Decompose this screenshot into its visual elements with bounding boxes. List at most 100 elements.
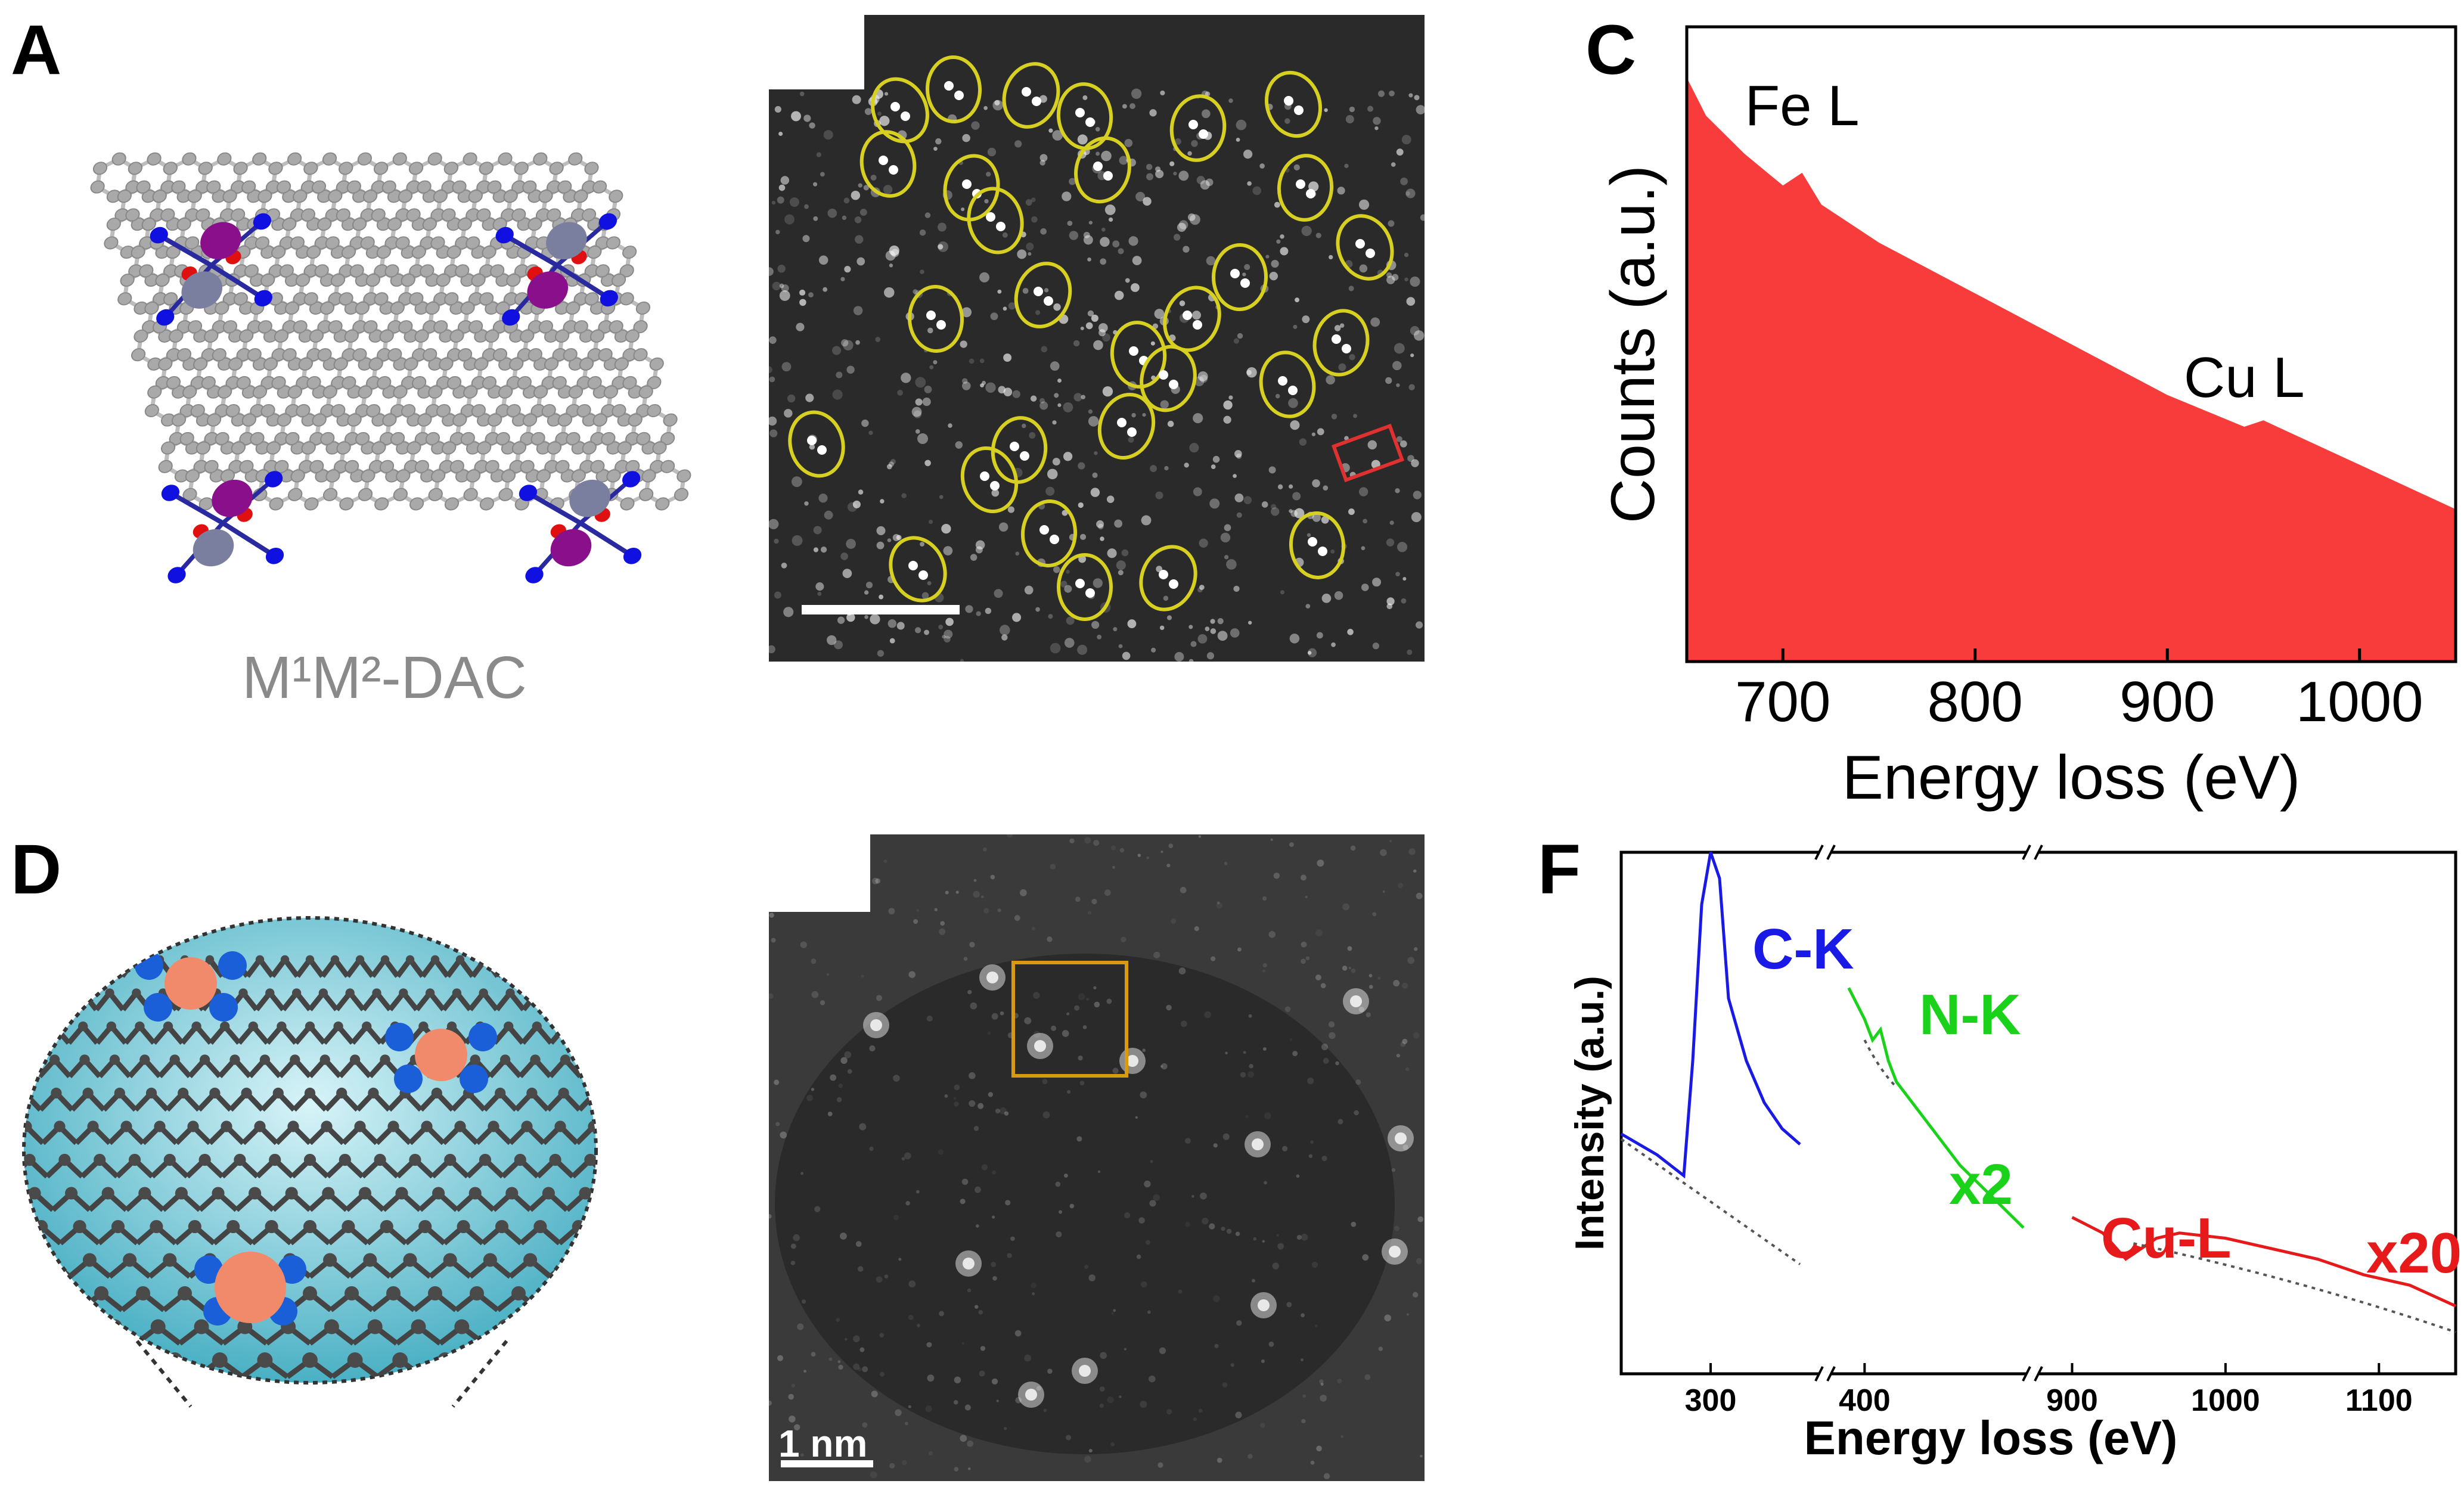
bright-spot <box>1386 272 1392 278</box>
nitrogen-atom <box>468 1023 497 1051</box>
noise-speck <box>1062 1030 1069 1037</box>
bright-spot <box>856 257 865 266</box>
carbon-atom <box>306 955 314 964</box>
noise-speck <box>1384 1315 1391 1322</box>
bright-spot <box>1211 464 1216 469</box>
noise-speck <box>1342 966 1348 971</box>
bright-spot <box>1122 104 1127 108</box>
bright-spot <box>814 526 822 535</box>
bright-spot <box>1224 555 1228 559</box>
noise-speck <box>1236 1320 1242 1326</box>
carbon-atom <box>321 1120 332 1132</box>
atom-dot <box>1075 579 1085 588</box>
noise-speck <box>1032 927 1035 930</box>
atom-dot <box>1188 120 1198 129</box>
cc-bond <box>558 1360 581 1377</box>
bright-spot <box>1151 342 1155 346</box>
noise-speck <box>1269 1342 1274 1347</box>
carbon-atom <box>392 1352 408 1368</box>
bright-spot <box>1112 240 1119 247</box>
carbon-atom <box>527 1352 543 1368</box>
x-axis-label: Energy loss (eV) <box>1804 1411 2178 1464</box>
carbon-atom <box>559 1386 575 1402</box>
bright-spot <box>1040 160 1045 165</box>
bright-spot <box>1167 615 1172 620</box>
cc-bond <box>12 1260 30 1277</box>
single-atom <box>1034 1040 1046 1052</box>
noise-speck <box>975 1305 978 1308</box>
bright-spot <box>1081 327 1084 330</box>
cc-bond <box>595 1093 612 1110</box>
x-tick-label: 900 <box>2119 670 2215 734</box>
bright-spot <box>805 394 814 402</box>
noise-speck <box>1074 1005 1079 1011</box>
noise-speck <box>820 1000 825 1005</box>
noise-speck <box>1093 986 1096 989</box>
noise-speck <box>1216 902 1222 908</box>
noise-speck <box>811 1088 814 1091</box>
cc-bond <box>240 1393 263 1410</box>
bright-spot <box>1363 519 1367 523</box>
cc-bond <box>565 1026 579 1043</box>
noise-speck <box>962 1179 969 1185</box>
bright-spot <box>1224 524 1231 532</box>
carbon-atom <box>51 1088 61 1098</box>
carbon-atom <box>12 1386 14 1402</box>
noise-speck <box>800 942 807 948</box>
bright-spot <box>840 552 848 560</box>
noise-speck <box>1157 1463 1163 1468</box>
noise-speck <box>1059 1210 1062 1214</box>
noise-speck <box>981 895 984 898</box>
bright-spot <box>1062 191 1071 201</box>
noise-speck <box>848 1069 852 1074</box>
carbon-atom <box>500 1054 510 1064</box>
noise-speck <box>872 878 879 884</box>
noise-speck <box>908 1280 916 1287</box>
x-tick-label: 1100 <box>2345 1383 2413 1418</box>
atom-dot <box>980 471 989 481</box>
bright-spot <box>888 619 896 628</box>
bright-spot <box>1400 440 1407 448</box>
single-atom <box>1350 995 1362 1007</box>
bright-spot <box>1401 598 1407 604</box>
nitrogen-atom <box>394 1064 423 1093</box>
noise-speck <box>1335 1061 1339 1066</box>
noise-speck <box>1107 1396 1114 1403</box>
atom-dot <box>889 165 898 175</box>
bright-spot <box>1410 326 1420 336</box>
carbon-atom <box>241 1088 252 1098</box>
bright-spot <box>879 595 883 600</box>
dac-structure-diagram <box>18 119 751 727</box>
carbon-atom <box>35 1220 48 1233</box>
carbon-atom <box>428 1286 442 1300</box>
bright-spot <box>1337 187 1345 194</box>
carbon-atom <box>150 1220 163 1233</box>
carbon-atom <box>479 1154 491 1166</box>
bright-spot <box>780 284 784 288</box>
bright-spot <box>1234 450 1242 458</box>
bright-spot <box>1233 474 1237 478</box>
bright-spot <box>1317 632 1323 639</box>
cc-bond <box>30 1260 50 1277</box>
noise-speck <box>1124 1212 1130 1218</box>
cc-bond <box>592 1327 613 1343</box>
bright-spot <box>883 185 892 194</box>
cc-bond <box>24 1060 39 1076</box>
carbon-atom <box>342 1220 355 1233</box>
annotation-cu-l: Cu L <box>2184 346 2305 409</box>
noise-speck <box>861 974 864 978</box>
noise-speck <box>1153 1194 1159 1201</box>
cc-bond <box>93 1327 114 1343</box>
carbon-atom <box>120 274 135 286</box>
noise-speck <box>1055 1182 1060 1187</box>
bright-spot <box>1118 570 1124 575</box>
noise-speck <box>1124 1348 1127 1350</box>
nitrogen-atom <box>167 567 187 583</box>
noise-speck <box>917 1324 920 1327</box>
bright-spot <box>1094 451 1097 455</box>
cc-bond <box>610 1060 620 1076</box>
bright-spot <box>1230 628 1240 638</box>
bright-spot <box>1293 325 1297 329</box>
bright-spot <box>1252 187 1261 195</box>
bright-spot <box>1218 618 1224 624</box>
